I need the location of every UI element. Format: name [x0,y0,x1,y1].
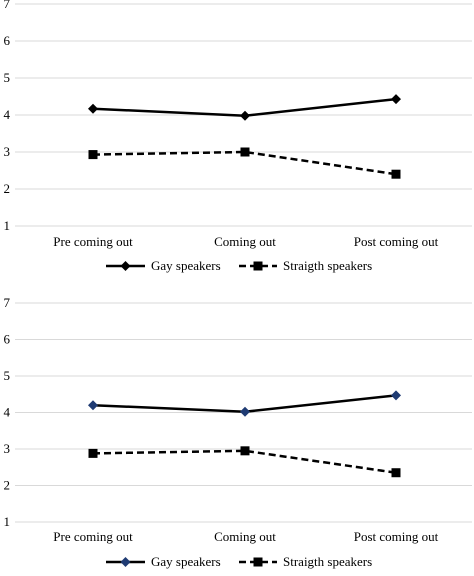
legend-label: Straigth speakers [283,258,372,273]
data-point-diamond [240,110,250,121]
legend: Gay speakers Straigth speakers [106,258,372,273]
legend-marker-square [253,557,263,567]
y-tick-label: 7 [4,0,11,11]
y-tick-label: 4 [4,405,11,420]
y-tick-label: 1 [4,514,11,529]
data-point-square [240,446,250,456]
x-tick-label: Pre coming out [53,234,133,249]
y-tick-label: 3 [4,441,11,456]
y-tick-label: 4 [4,107,11,122]
chart-panel-1: 1 2 3 4 5 6 7 Pre coming out Coming out Post comi… [4,0,472,273]
legend-marker-diamond [120,261,131,271]
data-point-diamond [391,390,401,401]
data-point-square [391,468,401,478]
data-point-square [88,448,98,458]
legend-label: Straigth speakers [283,554,372,569]
y-tick-label: 3 [4,144,11,159]
chart-panel-2: 1 2 3 4 5 6 7 Pre coming out Coming out Post comi… [4,295,472,569]
legend-marker-diamond [120,557,131,567]
series-line-straigth-speakers [92,150,397,176]
y-tick-label: 5 [4,368,11,383]
data-point-diamond [88,400,98,411]
legend-label: Gay speakers [151,258,221,273]
data-point-square [88,150,98,160]
series-line-straigth-speakers [92,449,397,474]
x-tick-label: Coming out [214,234,276,249]
x-tick-label: Coming out [214,529,276,544]
data-point-diamond [88,103,98,114]
y-tick-label: 2 [4,181,11,196]
data-point-square [391,169,401,179]
data-point-diamond [240,406,250,417]
x-tick-label: Post coming out [354,529,439,544]
y-tick-label: 7 [4,295,11,310]
y-tick-label: 2 [4,478,11,493]
y-tick-label: 5 [4,70,11,85]
legend-label: Gay speakers [151,554,221,569]
y-tick-label: 6 [4,33,11,48]
legend: Gay speakers Straigth speakers [106,554,372,569]
data-point-square [240,147,250,157]
x-tick-label: Post coming out [354,234,439,249]
y-tick-label: 1 [4,218,11,233]
data-point-diamond [391,94,401,105]
legend-marker-square [253,261,263,271]
x-tick-label: Pre coming out [53,529,133,544]
y-tick-label: 6 [4,332,11,347]
